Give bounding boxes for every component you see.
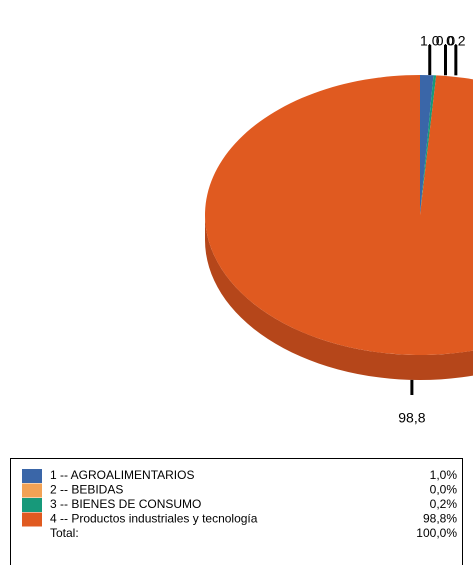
legend-value: 98,8% — [423, 512, 457, 526]
legend-label: 1 -- AGROALIMENTARIOS — [50, 468, 194, 482]
data-label: 98,8 — [398, 410, 425, 426]
data-label: 0,0 — [436, 33, 456, 49]
legend-swatch — [22, 469, 42, 483]
data-label: 1,0 — [420, 33, 440, 49]
legend-total-label: Total: — [50, 526, 79, 540]
slice-side — [205, 215, 473, 380]
legend-swatch — [22, 483, 42, 498]
legend-label: 3 -- BIENES DE CONSUMO — [50, 497, 201, 511]
slice — [420, 75, 437, 215]
legend-value: 0,0% — [430, 483, 458, 497]
legend-value: 1,0% — [430, 468, 458, 482]
legend-box — [10, 458, 463, 565]
legend-swatch — [22, 498, 42, 512]
data-label: 0,2 — [446, 33, 466, 49]
legend-label: 2 -- BEBIDAS — [50, 483, 123, 497]
legend-swatch — [22, 512, 42, 527]
legend-total-value: 100,0% — [416, 526, 457, 540]
slice — [420, 75, 434, 215]
slice — [205, 75, 473, 355]
legend-label: 4 -- Productos industriales y tecnología — [50, 512, 258, 526]
legend-value: 0,2% — [430, 497, 458, 511]
